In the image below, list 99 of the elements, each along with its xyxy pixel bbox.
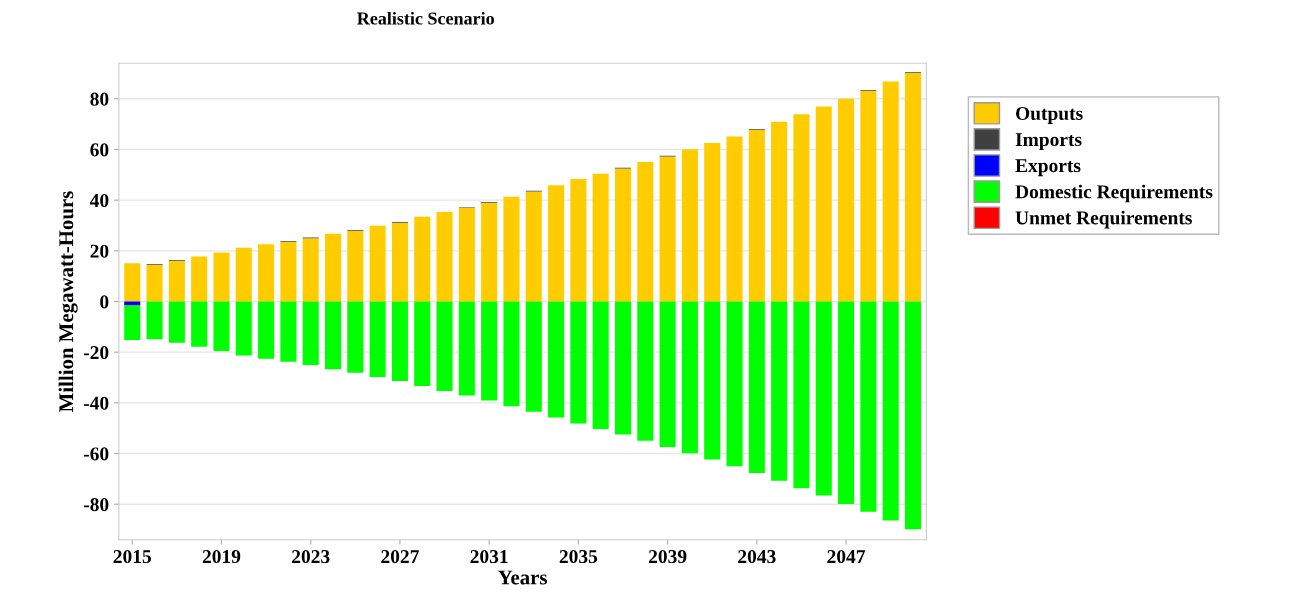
y-tick-label: 0	[100, 295, 109, 309]
legend-label: Imports	[1015, 133, 1082, 151]
bar	[748, 301, 765, 474]
chart-title: Realistic Scenario	[357, 11, 494, 25]
bar	[592, 173, 609, 302]
x-tick-label: 2019	[202, 549, 241, 564]
y-tick-label: -40	[83, 396, 109, 410]
x-tick-label: 2023	[292, 549, 330, 564]
bar	[815, 106, 832, 302]
legend-label: Exports	[1015, 159, 1081, 177]
bar	[302, 238, 319, 302]
bar	[146, 301, 163, 340]
bar	[659, 156, 676, 302]
bar	[525, 301, 542, 412]
bar	[548, 301, 565, 418]
bar	[570, 301, 587, 424]
bar	[280, 241, 297, 302]
bar	[458, 207, 475, 302]
bar	[860, 90, 877, 302]
bar	[235, 247, 252, 302]
y-tick-label: 40	[89, 193, 109, 208]
y-tick-label: 80	[90, 92, 109, 106]
bar	[481, 301, 498, 401]
bar	[168, 260, 185, 302]
x-tick-label: 2027	[381, 549, 419, 564]
bar	[882, 301, 899, 521]
bar	[793, 301, 810, 489]
bar	[614, 301, 632, 435]
bar	[503, 196, 520, 302]
x-tick-label: 2035	[559, 549, 598, 564]
bar	[548, 185, 565, 302]
bar	[213, 252, 230, 302]
bar	[347, 301, 364, 373]
bar	[726, 301, 743, 467]
bar	[168, 301, 185, 343]
bar	[369, 225, 386, 302]
y-tick-label: -80	[83, 498, 109, 512]
bar	[436, 301, 453, 391]
bar	[213, 301, 230, 351]
bar	[258, 244, 275, 302]
bar	[838, 98, 855, 302]
bar	[258, 301, 275, 359]
x-tick-label: 2039	[648, 549, 687, 564]
bar	[570, 179, 587, 302]
bar	[481, 202, 498, 302]
legend-label: Unmet Requirements	[1015, 210, 1192, 229]
x-tick-label: 2015	[113, 549, 151, 564]
bar	[503, 301, 520, 407]
bar	[904, 301, 922, 530]
bar	[815, 301, 832, 496]
bar	[235, 301, 252, 356]
bar	[681, 301, 698, 454]
bar	[637, 301, 654, 441]
bar	[191, 256, 208, 302]
bar	[414, 216, 431, 302]
bar	[391, 301, 408, 382]
y-tick-label: 60	[90, 143, 109, 157]
y-tick-label: 20	[90, 244, 109, 258]
bar	[704, 301, 721, 460]
bar	[659, 301, 676, 447]
x-tick-label: 2043	[738, 549, 776, 564]
bar	[525, 191, 542, 302]
bar	[771, 301, 788, 481]
bar	[793, 114, 810, 302]
bar	[369, 301, 386, 378]
bar	[347, 230, 364, 302]
legend-label: Domestic Requirements	[1015, 184, 1213, 203]
bar	[458, 301, 475, 396]
bar	[748, 129, 765, 302]
bar	[414, 301, 431, 386]
bar	[124, 305, 141, 341]
bar	[904, 72, 922, 302]
bar	[726, 136, 743, 302]
legend-label: Outputs	[1016, 106, 1083, 124]
bar	[324, 301, 342, 370]
y-axis-title: Million Megawatt-Hours	[58, 191, 78, 412]
bar	[280, 301, 297, 362]
bar	[882, 81, 899, 302]
x-tick-label: 2047	[827, 549, 866, 564]
bar	[838, 301, 855, 504]
x-tick-label: 2031	[470, 549, 508, 564]
bar	[191, 301, 208, 347]
bar	[302, 301, 319, 366]
bar	[637, 161, 654, 302]
bar	[860, 301, 877, 512]
bar	[436, 212, 453, 302]
y-tick-label: -20	[83, 345, 109, 360]
bar	[704, 142, 721, 302]
bar	[124, 263, 141, 302]
bar	[592, 301, 609, 429]
bar	[771, 121, 788, 302]
x-axis-title: Years	[498, 570, 547, 585]
bar	[124, 301, 141, 306]
bar	[614, 168, 632, 302]
y-tick-label: -60	[83, 447, 109, 461]
bar	[324, 233, 342, 302]
bar	[681, 149, 698, 302]
bar	[391, 222, 408, 302]
bar	[146, 265, 163, 302]
